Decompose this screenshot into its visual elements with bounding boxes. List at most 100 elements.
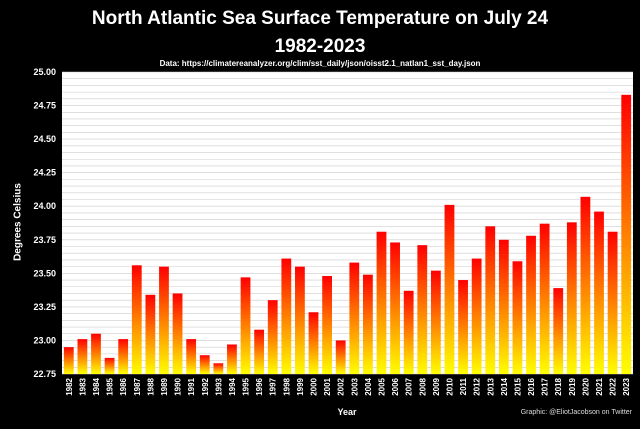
x-tick-label: 1986: [119, 377, 128, 395]
y-tick-label: 22.75: [33, 369, 56, 379]
bar-2019: [566, 222, 577, 374]
x-tick-label: 2023: [622, 377, 631, 395]
x-tick-label: 1988: [146, 377, 155, 395]
x-tick-label: 2002: [337, 377, 346, 395]
x-tick-label: 1996: [255, 377, 264, 395]
bar-2022: [607, 231, 618, 374]
x-tick-label: 1990: [174, 377, 183, 395]
bar-2008: [417, 245, 428, 374]
bar-2006: [390, 242, 400, 374]
x-tick-label: 1984: [92, 377, 101, 395]
x-tick-label: 1995: [242, 377, 251, 395]
y-tick-label: 23.25: [33, 302, 56, 312]
y-tick-label: 24.00: [33, 201, 56, 211]
x-tick-label: 2004: [364, 377, 373, 395]
bar-2017: [539, 223, 550, 374]
x-tick-label: 1992: [201, 377, 210, 395]
bar-2007: [403, 290, 414, 374]
x-tick-label: 2017: [541, 377, 550, 395]
x-tick-label: 1994: [228, 377, 237, 395]
x-tick-label: 1982: [65, 377, 74, 395]
y-tick-label: 23.00: [33, 335, 56, 345]
x-tick-label: 2010: [445, 377, 454, 395]
bar-1991: [186, 339, 197, 374]
y-tick-label: 25.00: [33, 67, 56, 77]
bar-1982: [63, 347, 74, 374]
x-tick-label: 2008: [418, 377, 427, 395]
bar-2018: [553, 288, 564, 374]
bar-2023: [621, 94, 632, 374]
bar-1997: [267, 300, 278, 374]
x-axis-label: Year: [337, 407, 357, 417]
bar-2011: [458, 280, 468, 374]
chart-title: North Atlantic Sea Surface Temperature o…: [91, 8, 549, 29]
bar-2003: [349, 262, 360, 374]
bar-1994: [227, 344, 237, 374]
bar-1999: [295, 266, 305, 374]
x-tick-label: 1989: [160, 377, 169, 395]
chart-title-years: 1982-2023: [274, 36, 366, 57]
bar-1998: [281, 258, 292, 374]
bar-2013: [485, 226, 496, 374]
x-tick-label: 2007: [405, 377, 414, 395]
bar-1983: [77, 339, 88, 374]
x-tick-label: 2011: [459, 377, 468, 395]
bars: [63, 94, 632, 374]
x-tick-label: 1999: [296, 377, 305, 395]
x-tick-labels: 1982 1983 1984 1985 1986 1987 1988 1989 1990 1991…: [65, 377, 631, 395]
x-tick-label: 1983: [78, 377, 87, 395]
bar-1990: [172, 293, 183, 374]
x-tick-label: 2012: [473, 377, 482, 395]
y-tick-label: 23.50: [33, 268, 56, 278]
x-tick-label: 2009: [432, 377, 441, 395]
bar-2014: [498, 239, 509, 374]
plot-area: [62, 72, 633, 374]
x-tick-label: 2021: [595, 377, 604, 395]
x-tick-label: 2005: [377, 377, 386, 395]
x-tick-label: 2006: [391, 377, 400, 395]
bar-2001: [322, 276, 333, 374]
y-tick-label: 24.25: [33, 168, 56, 178]
y-tick-labels: 22.75 23.00 23.25 23.50 23.75 24.00 24.25 24.50…: [33, 67, 56, 379]
bar-2012: [471, 258, 482, 374]
bar-1985: [104, 357, 115, 374]
x-tick-label: 1991: [187, 377, 196, 395]
y-tick-label: 23.75: [33, 235, 56, 245]
bar-1988: [145, 294, 156, 374]
x-tick-label: 2003: [350, 377, 359, 395]
bar-1984: [91, 333, 101, 374]
y-tick-label: 24.75: [33, 101, 56, 111]
x-tick-label: 2022: [609, 377, 618, 395]
bar-1986: [118, 339, 129, 374]
bar-2004: [362, 274, 373, 374]
x-tick-label: 2014: [500, 377, 509, 395]
x-tick-label: 1998: [282, 377, 291, 395]
x-tick-label: 1987: [133, 377, 142, 395]
chart-subtitle: Data: https://climatereanalyzer.org/clim…: [159, 59, 481, 68]
x-tick-label: 2015: [513, 377, 522, 395]
bar-1992: [199, 355, 210, 374]
graphic-credit: Graphic: @EliotJacobson on Twitter: [520, 409, 632, 416]
bar-2002: [335, 340, 346, 374]
x-tick-label: 2020: [581, 377, 590, 395]
x-tick-label: 2019: [568, 377, 577, 395]
x-tick-label: 2000: [310, 377, 319, 395]
x-tick-label: 2001: [323, 377, 332, 395]
bar-2000: [308, 312, 319, 374]
bar-1989: [159, 266, 169, 374]
bar-2015: [512, 261, 523, 374]
bar-1995: [240, 277, 251, 374]
x-tick-label: 1993: [214, 377, 223, 395]
bar-2005: [376, 231, 387, 374]
bar-2020: [580, 196, 591, 374]
bar-1993: [213, 363, 224, 374]
x-tick-label: 1997: [269, 377, 278, 395]
x-tick-label: 2013: [486, 377, 495, 395]
bar-1987: [131, 265, 142, 374]
gridlines: [62, 71, 633, 375]
bar-1996: [254, 329, 265, 374]
x-tick-label: 2016: [527, 377, 536, 395]
x-tick-label: 2018: [554, 377, 563, 395]
bar-2021: [594, 211, 604, 374]
